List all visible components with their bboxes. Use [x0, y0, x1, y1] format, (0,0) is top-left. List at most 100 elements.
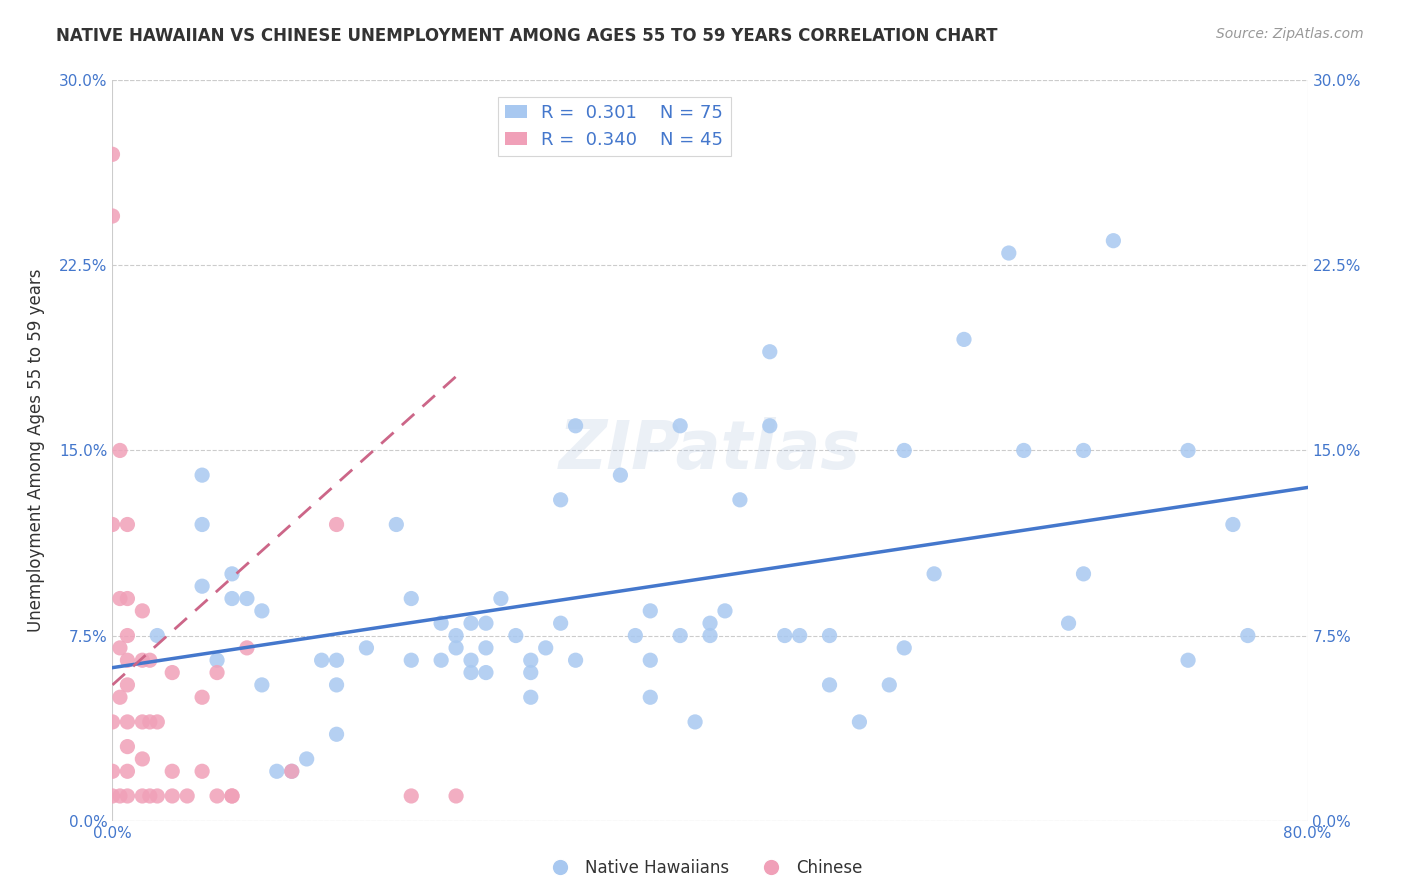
Chinese [101, 517, 124, 532]
Chinese [205, 665, 228, 680]
Native Hawaiians [475, 665, 498, 680]
Chinese [236, 640, 259, 655]
Chinese [146, 789, 169, 803]
Native Hawaiians [564, 418, 586, 433]
Native Hawaiians [489, 591, 512, 606]
Native Hawaiians [998, 246, 1021, 260]
Native Hawaiians [266, 764, 288, 779]
Chinese [117, 653, 139, 667]
Native Hawaiians [818, 678, 841, 692]
Chinese [139, 789, 162, 803]
Native Hawaiians [146, 628, 169, 642]
Native Hawaiians [325, 727, 347, 741]
Native Hawaiians [205, 653, 228, 667]
Native Hawaiians [1073, 566, 1095, 581]
Native Hawaiians [893, 640, 915, 655]
Native Hawaiians [714, 604, 737, 618]
Chinese [101, 789, 124, 803]
Chinese [221, 789, 243, 803]
Chinese [131, 714, 153, 729]
Native Hawaiians [191, 468, 214, 483]
Chinese [281, 764, 304, 779]
Native Hawaiians [311, 653, 333, 667]
Native Hawaiians [460, 616, 482, 631]
Native Hawaiians [520, 653, 543, 667]
Chinese [101, 714, 124, 729]
Native Hawaiians [1237, 628, 1260, 642]
Native Hawaiians [1222, 517, 1244, 532]
Native Hawaiians [759, 344, 782, 359]
Native Hawaiians [401, 591, 423, 606]
Native Hawaiians [1177, 443, 1199, 458]
Chinese [117, 628, 139, 642]
Native Hawaiians [640, 653, 662, 667]
Native Hawaiians [1057, 616, 1080, 631]
Native Hawaiians [460, 653, 482, 667]
Chinese [108, 591, 131, 606]
Native Hawaiians [759, 418, 782, 433]
Native Hawaiians [520, 690, 543, 705]
Chinese [117, 764, 139, 779]
Legend: Native Hawaiians, Chinese: Native Hawaiians, Chinese [537, 853, 869, 884]
Chinese [108, 640, 131, 655]
Native Hawaiians [236, 591, 259, 606]
Native Hawaiians [250, 678, 273, 692]
Chinese [131, 789, 153, 803]
Native Hawaiians [444, 640, 467, 655]
Chinese [131, 653, 153, 667]
Native Hawaiians [818, 628, 841, 642]
Native Hawaiians [922, 566, 945, 581]
Native Hawaiians [475, 640, 498, 655]
Native Hawaiians [460, 665, 482, 680]
Native Hawaiians [281, 764, 304, 779]
Native Hawaiians [221, 566, 243, 581]
Native Hawaiians [699, 616, 721, 631]
Native Hawaiians [550, 492, 572, 507]
Native Hawaiians [953, 332, 976, 346]
Chinese [108, 789, 131, 803]
Native Hawaiians [221, 591, 243, 606]
Native Hawaiians [1102, 234, 1125, 248]
Native Hawaiians [534, 640, 557, 655]
Native Hawaiians [401, 653, 423, 667]
Native Hawaiians [191, 579, 214, 593]
Native Hawaiians [1177, 653, 1199, 667]
Chinese [117, 789, 139, 803]
Native Hawaiians [250, 604, 273, 618]
Chinese [139, 653, 162, 667]
Chinese [146, 714, 169, 729]
Native Hawaiians [564, 653, 586, 667]
Native Hawaiians [609, 468, 631, 483]
Native Hawaiians [640, 604, 662, 618]
Chinese [108, 690, 131, 705]
Native Hawaiians [550, 616, 572, 631]
Chinese [117, 739, 139, 754]
Native Hawaiians [430, 616, 453, 631]
Native Hawaiians [191, 517, 214, 532]
Native Hawaiians [669, 418, 692, 433]
Text: NATIVE HAWAIIAN VS CHINESE UNEMPLOYMENT AMONG AGES 55 TO 59 YEARS CORRELATION CH: NATIVE HAWAIIAN VS CHINESE UNEMPLOYMENT … [56, 27, 998, 45]
Native Hawaiians [520, 665, 543, 680]
Native Hawaiians [444, 628, 467, 642]
Chinese [191, 690, 214, 705]
Chinese [117, 591, 139, 606]
Native Hawaiians [773, 628, 796, 642]
Chinese [191, 764, 214, 779]
Native Hawaiians [356, 640, 378, 655]
Native Hawaiians [325, 653, 347, 667]
Chinese [139, 714, 162, 729]
Text: ZIPatlas: ZIPatlas [560, 417, 860, 483]
Chinese [162, 665, 183, 680]
Chinese [325, 517, 347, 532]
Chinese [117, 517, 139, 532]
Native Hawaiians [624, 628, 647, 642]
Legend: R =  0.301    N = 75, R =  0.340    N = 45: R = 0.301 N = 75, R = 0.340 N = 45 [498, 96, 731, 156]
Native Hawaiians [640, 690, 662, 705]
Chinese [108, 443, 131, 458]
Chinese [205, 789, 228, 803]
Chinese [101, 764, 124, 779]
Chinese [162, 764, 183, 779]
Chinese [444, 789, 467, 803]
Native Hawaiians [848, 714, 870, 729]
Chinese [131, 752, 153, 766]
